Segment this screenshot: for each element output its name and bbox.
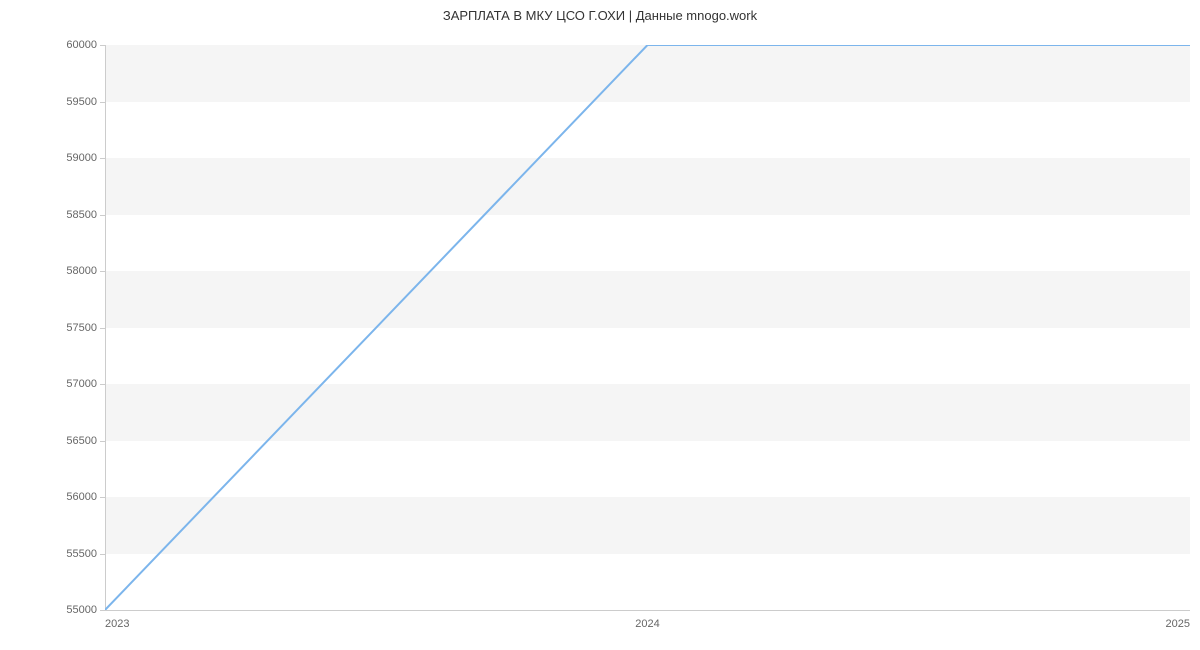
data-series-line bbox=[105, 45, 1190, 610]
x-tick-label: 2024 bbox=[635, 618, 659, 630]
plot-area: 5500055500560005650057000575005800058500… bbox=[105, 45, 1190, 610]
series-polyline bbox=[105, 45, 1190, 610]
y-tick-label: 59000 bbox=[66, 152, 97, 164]
y-tick-label: 55000 bbox=[66, 604, 97, 616]
y-tick-label: 58000 bbox=[66, 265, 97, 277]
x-tick-label: 2025 bbox=[1166, 618, 1190, 630]
y-tick-label: 58500 bbox=[66, 209, 97, 221]
y-tick-label: 60000 bbox=[66, 39, 97, 51]
y-tick-label: 57500 bbox=[66, 322, 97, 334]
y-tick-label: 56000 bbox=[66, 491, 97, 503]
y-tick-label: 57000 bbox=[66, 378, 97, 390]
y-tick-mark bbox=[100, 610, 105, 611]
y-tick-label: 56500 bbox=[66, 435, 97, 447]
x-axis-line bbox=[105, 610, 1190, 611]
chart-title: ЗАРПЛАТА В МКУ ЦСО Г.ОХИ | Данные mnogo.… bbox=[0, 8, 1200, 23]
y-tick-label: 59500 bbox=[66, 96, 97, 108]
y-tick-label: 55500 bbox=[66, 548, 97, 560]
x-tick-label: 2023 bbox=[105, 618, 129, 630]
